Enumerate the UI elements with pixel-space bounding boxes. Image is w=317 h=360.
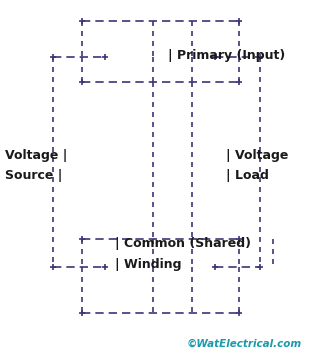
Text: | Winding: | Winding (114, 258, 181, 271)
Text: | Common (Shared): | Common (Shared) (114, 237, 250, 250)
Text: | Load: | Load (226, 168, 269, 181)
Text: Source |: Source | (5, 168, 62, 181)
Text: Voltage |: Voltage | (5, 149, 67, 162)
Text: ©WatElectrical.com: ©WatElectrical.com (186, 338, 302, 348)
Text: | Voltage: | Voltage (226, 149, 289, 162)
Text: | Primary (Input): | Primary (Input) (168, 49, 285, 62)
